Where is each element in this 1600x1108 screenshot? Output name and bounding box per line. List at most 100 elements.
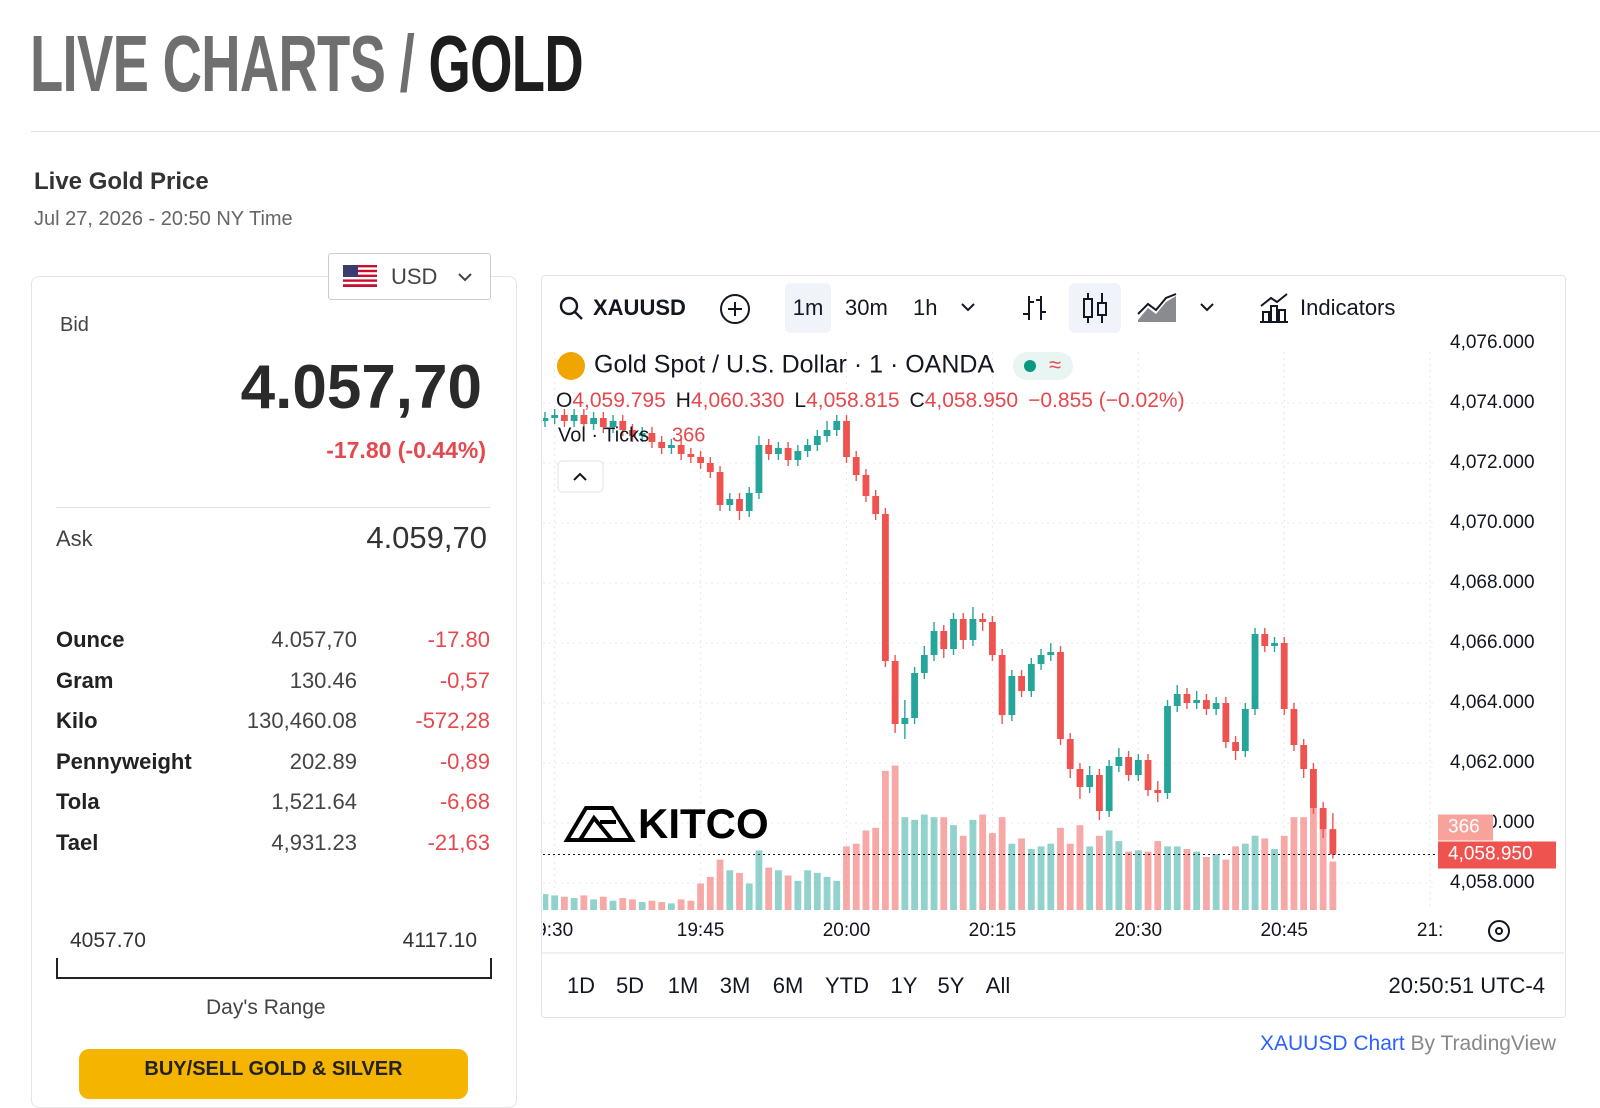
search-icon	[559, 296, 583, 320]
volume-bar	[1057, 827, 1064, 910]
volume-bar	[1037, 846, 1045, 910]
volume-bar	[891, 765, 899, 910]
ohlc-value: 4,059.795	[572, 389, 665, 412]
range-button[interactable]: 1M	[667, 973, 699, 998]
ohlc-legend: O4,059.795 H4,060.330 L4,058.815 C4,058.950…	[556, 389, 1185, 412]
price-badge-label: 4,058.950	[1448, 844, 1533, 865]
candle-body	[1008, 676, 1016, 715]
candle-body	[1232, 742, 1239, 751]
volume-bar	[570, 898, 578, 910]
candle-body	[998, 655, 1006, 715]
volume-bar	[1105, 830, 1113, 910]
buy-sell-button[interactable]: BUY/SELL GOLD & SILVER	[79, 1049, 468, 1099]
range-button[interactable]: YTD	[825, 973, 869, 998]
x-tick-label: 20:45	[1260, 920, 1308, 941]
attribution-by: By TradingView	[1410, 1032, 1557, 1055]
volume-bar	[901, 817, 909, 910]
interval-button[interactable]: 1m	[785, 283, 831, 333]
range-button[interactable]: 5D	[615, 973, 645, 998]
settings-button[interactable]	[1488, 920, 1510, 942]
volume-bar	[648, 900, 656, 910]
volume-bar	[638, 902, 646, 910]
interval-button[interactable]: 1h	[913, 295, 938, 320]
volume-badge	[1438, 814, 1493, 841]
candle-body	[940, 631, 948, 649]
unit-price: 1,521.64	[271, 789, 357, 815]
range-button[interactable]: 5Y	[937, 973, 965, 998]
y-tick-label: 4,064.000	[1450, 692, 1535, 713]
range-button[interactable]: 1D	[566, 973, 596, 998]
candle-body	[1310, 769, 1317, 808]
symbol-search[interactable]: XAUUSD	[558, 276, 685, 340]
candle-body	[1115, 757, 1123, 766]
ohlc-value: 4,060.330	[691, 389, 784, 412]
candle-body	[1164, 706, 1171, 793]
volume-bar	[1125, 851, 1132, 910]
volume-bar	[1193, 851, 1201, 910]
ohlc-change: −0.855 (−0.02%)	[1028, 389, 1184, 412]
range-button[interactable]: 1Y	[890, 973, 918, 998]
candle-body	[852, 457, 860, 475]
ask-label: Ask	[56, 526, 93, 551]
candle-body	[774, 448, 782, 454]
volume-bar	[687, 900, 695, 910]
volume-bar	[833, 880, 841, 910]
collapse-button[interactable]	[557, 460, 604, 493]
chart-link[interactable]: XAUUSD Chart	[1260, 1032, 1405, 1055]
volume-bar	[794, 880, 802, 910]
candle-body	[667, 445, 675, 448]
volume-bar	[852, 843, 860, 910]
y-tick-label: 4,058.000	[1450, 872, 1535, 893]
grid	[543, 340, 1435, 910]
currency-select[interactable]: USD	[328, 253, 491, 300]
interval-dropdown[interactable]	[960, 302, 976, 366]
volume-bar	[1066, 843, 1074, 910]
candle-body	[1222, 703, 1230, 742]
unit-change: -0,57	[439, 667, 490, 693]
x-tick-label: 21:	[1417, 920, 1443, 941]
y-tick-label: 4,066.000	[1450, 632, 1535, 653]
candle-body	[658, 442, 666, 448]
candle-body	[1057, 652, 1064, 739]
area-button[interactable]	[1136, 292, 1178, 356]
volume-bar	[1144, 851, 1152, 910]
candle-body	[697, 457, 704, 463]
chart: 9:30 19:45 20:00 20:15 20:30 20:45 21: 4,058.00…	[542, 332, 1564, 998]
page-title: LIVE CHARTS / GOLD	[30, 18, 584, 110]
interval-button[interactable]: 30m	[845, 295, 888, 320]
unit-name: Kilo	[56, 708, 98, 734]
chart-title: Gold Spot / U.S. Dollar · 1 · OANDA	[594, 351, 994, 379]
style-dropdown[interactable]	[1199, 302, 1215, 366]
candle-body	[1280, 643, 1288, 709]
candle-body	[1018, 676, 1025, 691]
candle-body	[590, 418, 597, 424]
volume-bar	[1310, 806, 1317, 910]
range-button[interactable]: All	[985, 973, 1011, 998]
compare-button[interactable]	[718, 292, 752, 356]
bars-button[interactable]	[1020, 292, 1050, 356]
candle-body	[1319, 808, 1327, 830]
volume-label: Vol · Ticks	[558, 424, 649, 446]
volume-bar	[959, 835, 967, 910]
range-button[interactable]: 3M	[719, 973, 751, 998]
indicators-icon	[1260, 293, 1288, 323]
symbol-icon	[557, 352, 585, 380]
volume-bar	[677, 899, 685, 910]
volume-bar	[862, 830, 870, 910]
logo: KITCO	[638, 800, 769, 847]
ohlc-key: H	[676, 389, 691, 412]
volume-bar	[1164, 846, 1171, 910]
volume-bar	[872, 827, 880, 910]
range-bar	[56, 958, 492, 979]
unit-price: 4,931.23	[271, 830, 357, 855]
candles-button[interactable]	[1069, 283, 1121, 333]
y-tick-label: 4,070.000	[1450, 512, 1535, 533]
candle-body	[716, 472, 724, 505]
indicators-button[interactable]: Indicators	[1257, 276, 1395, 340]
chevron	[458, 273, 472, 282]
candle-body	[560, 415, 568, 421]
candle-body	[1183, 694, 1191, 703]
x-tick-label: 20:15	[969, 920, 1017, 941]
range-button[interactable]: 6M	[772, 973, 804, 998]
volume-bar	[774, 870, 782, 910]
